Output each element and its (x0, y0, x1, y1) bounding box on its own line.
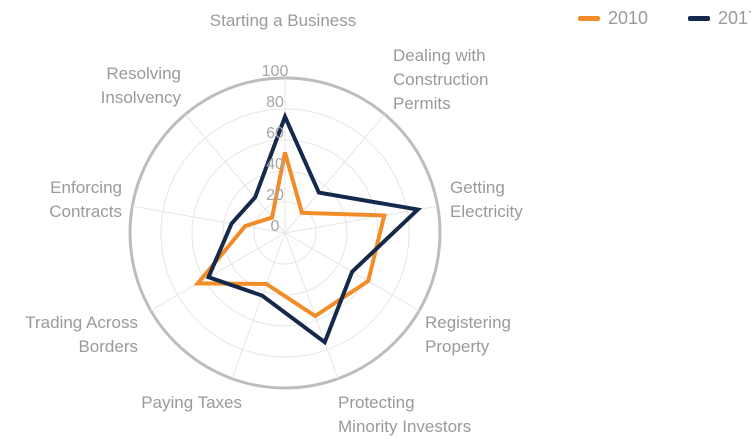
series-line (193, 151, 387, 319)
spoke (184, 113, 286, 234)
r-tick-label: 0 (271, 218, 280, 235)
legend-label: 2017 (718, 8, 751, 28)
category-label: Getting Electricity (450, 178, 523, 221)
spoke (231, 232, 286, 379)
spoke (132, 205, 286, 234)
legend-swatch (578, 16, 600, 21)
category-label: Resolving Insolvency (100, 64, 181, 107)
r-tick-label: 80 (266, 94, 284, 111)
legend-item: 2010 (578, 8, 648, 29)
category-label: Trading Across Borders (25, 313, 138, 356)
r-tick-label: 20 (266, 187, 284, 204)
legend-label: 2010 (608, 8, 649, 28)
category-label: Starting a Business (209, 11, 357, 30)
category-label: Paying Taxes (141, 393, 242, 412)
category-label: Protecting Minority Investors (338, 393, 472, 436)
legend-item: 2017 (688, 8, 751, 29)
series-line (205, 111, 423, 346)
category-label: Registering Property (425, 313, 511, 356)
spoke (284, 232, 339, 379)
r-tick-label: 40 (266, 156, 284, 173)
category-label: Dealing with Construction Permits (393, 46, 489, 113)
r-tick-label: 60 (266, 125, 284, 142)
legend-swatch (688, 16, 710, 21)
category-label: Enforcing Contracts (49, 178, 122, 221)
spoke (150, 232, 286, 311)
r-tick-label: 100 (262, 63, 289, 80)
